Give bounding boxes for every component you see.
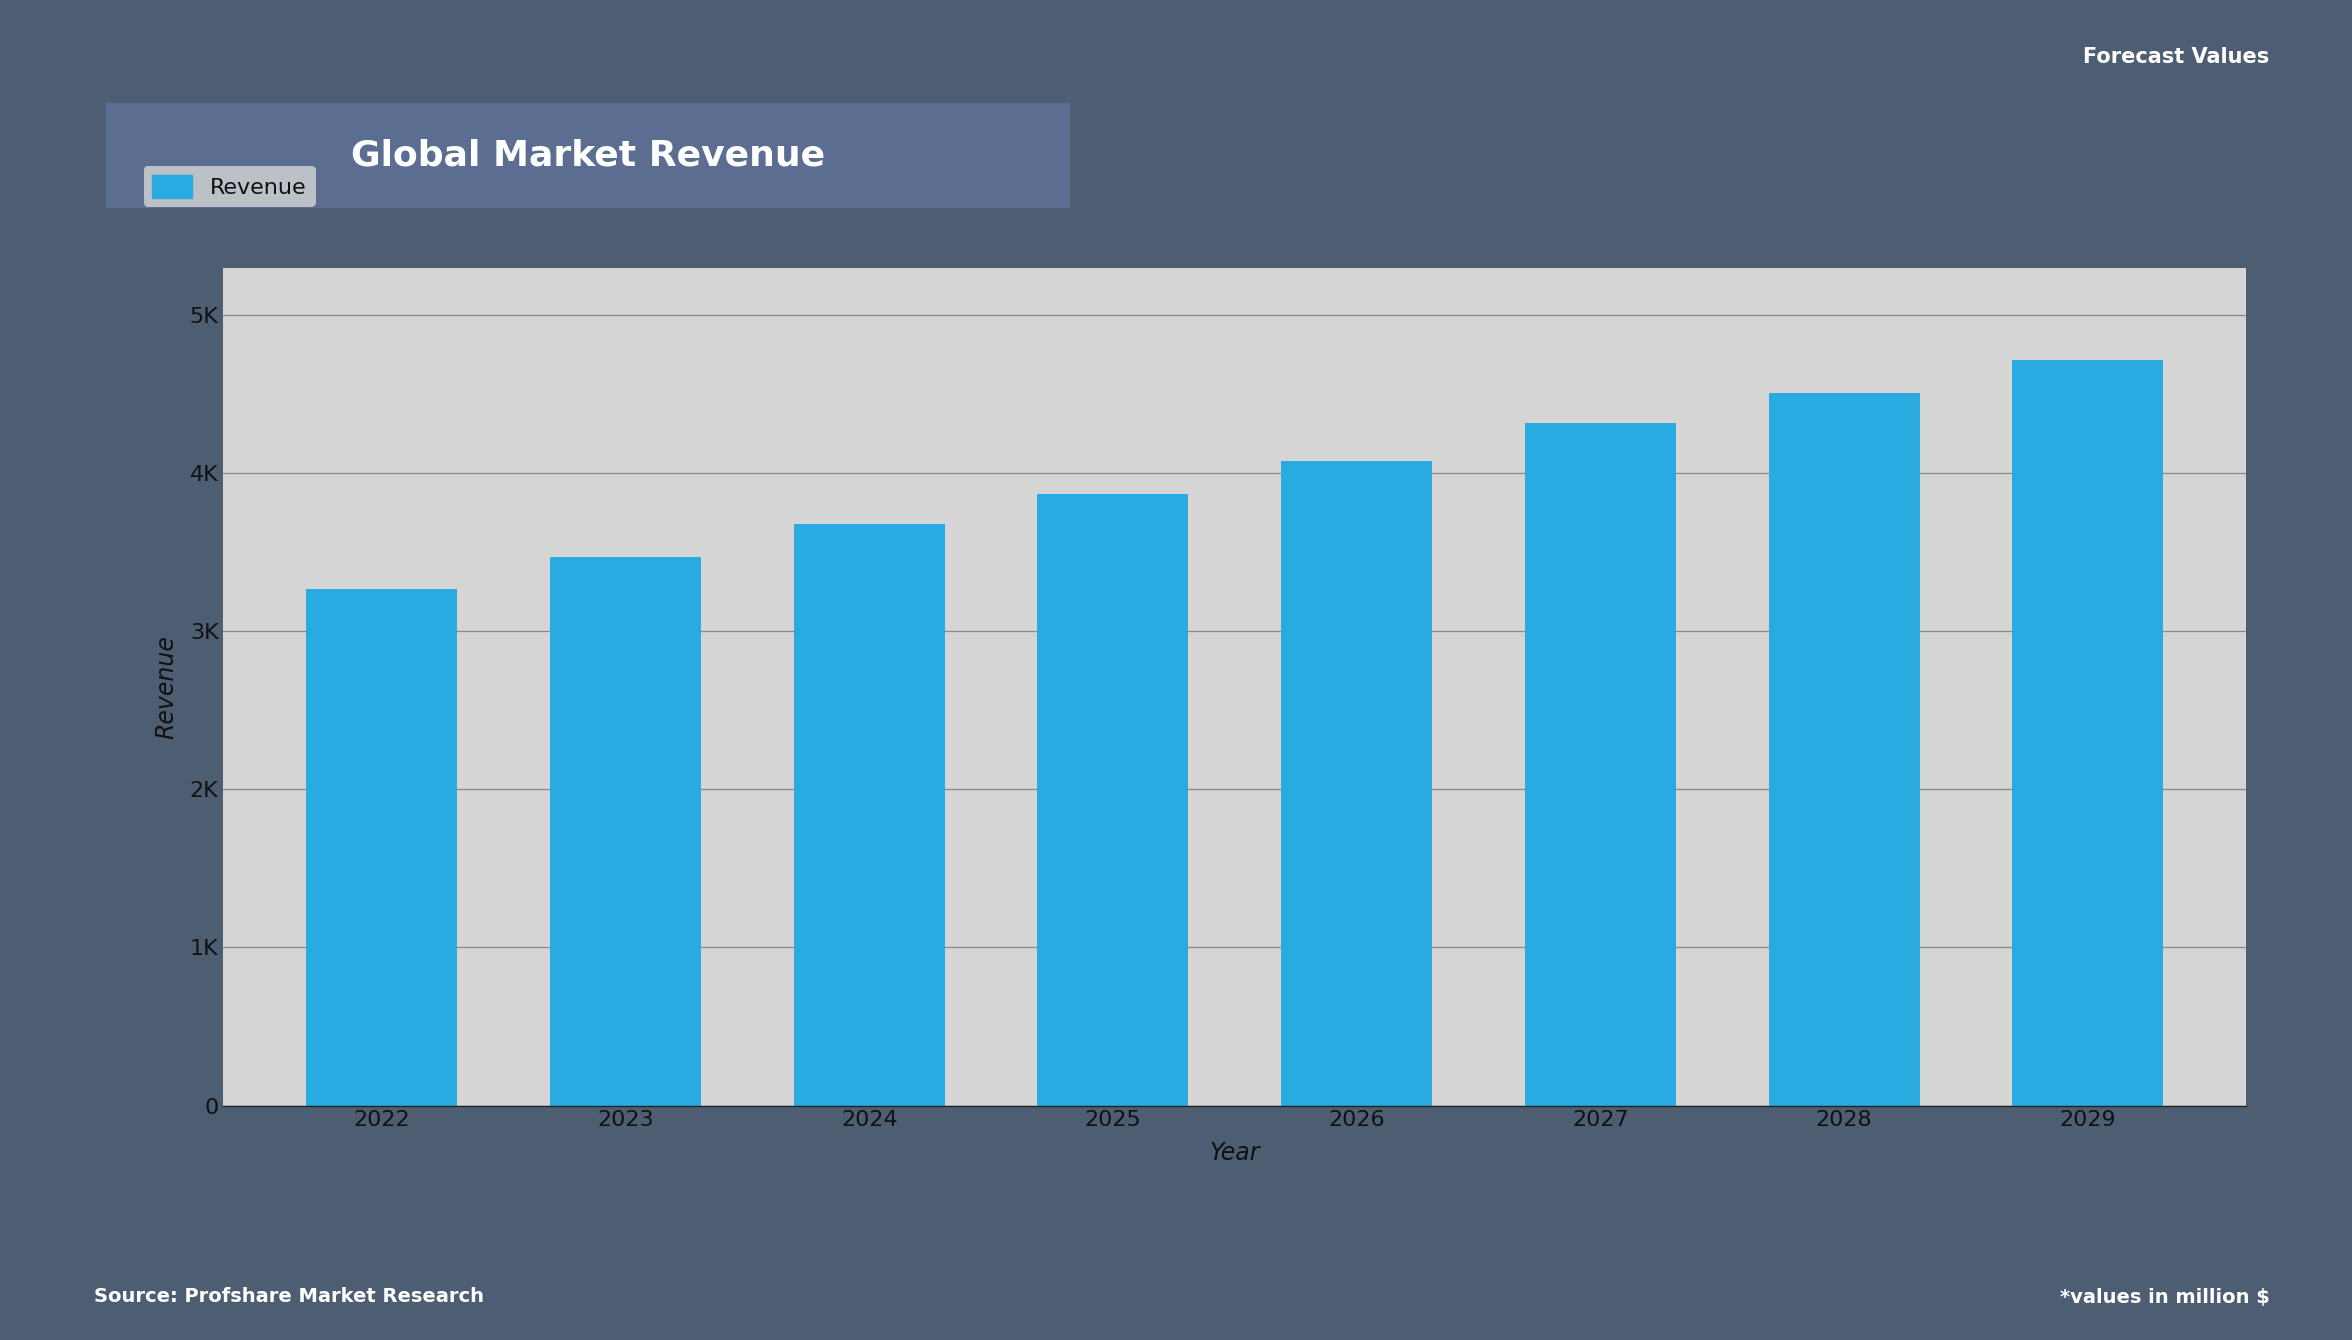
Legend: Revenue: Revenue	[143, 166, 315, 206]
Bar	[1524, 423, 1677, 1105]
Text: Global Market Revenue: Global Market Revenue	[350, 138, 826, 173]
Text: Forecast Values: Forecast Values	[2084, 47, 2270, 67]
Bar	[2013, 359, 2164, 1106]
Text: Source: Profshare Market Research: Source: Profshare Market Research	[94, 1288, 485, 1306]
X-axis label: Year: Year	[1209, 1142, 1261, 1166]
Bar	[793, 524, 946, 1106]
Bar	[1282, 461, 1432, 1106]
Bar	[1769, 393, 1919, 1106]
Bar	[306, 588, 456, 1106]
Bar	[550, 557, 701, 1106]
Text: *values in million $: *values in million $	[2060, 1288, 2270, 1306]
Y-axis label: Revenue: Revenue	[155, 635, 179, 738]
Bar	[1037, 494, 1188, 1106]
